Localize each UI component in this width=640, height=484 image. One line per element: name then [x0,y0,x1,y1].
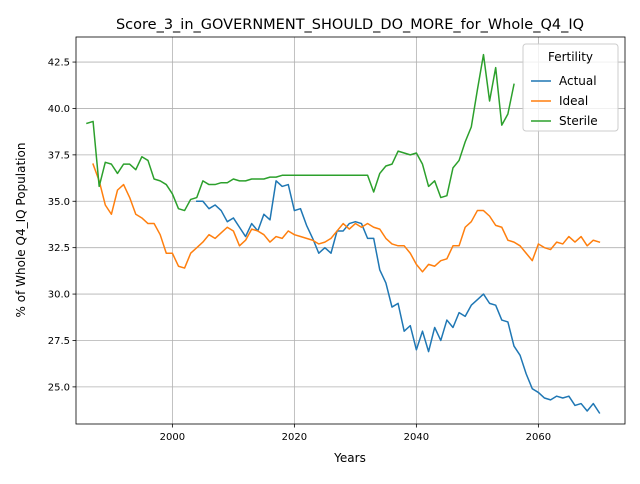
x-tick-label: 2040 [404,432,429,443]
y-axis-label: % of Whole Q4_IQ Population [14,143,28,318]
legend-box [522,43,619,132]
x-tick-label: 2000 [160,432,185,443]
y-tick-label: 30.0 [48,290,70,301]
y-tick-label: 42.5 [48,58,70,69]
legend: Fertility Actual Ideal Sterile [522,43,619,132]
y-tick-label: 25.0 [48,382,70,393]
legend-label-sterile: Sterile [559,114,598,128]
chart-title: Score_3_in_GOVERNMENT_SHOULD_DO_MORE_for… [116,17,584,33]
y-tick-label: 40.0 [48,104,70,115]
y-tick-label: 32.5 [48,243,70,254]
legend-entries: Actual Ideal Sterile [531,74,598,128]
y-tick-label: 27.5 [48,336,70,347]
plot-frame [75,36,626,425]
axis-ticks: 2000 2020 2040 2060 25.0 27.5 30.0 32.5 35.0 37.5… [48,58,551,443]
legend-title: Fertility [548,50,593,64]
y-tick-label: 37.5 [48,150,70,161]
legend-label-ideal: Ideal [559,94,588,108]
legend-label-actual: Actual [559,74,597,88]
x-tick-label: 2020 [282,432,307,443]
y-tick-label: 35.0 [48,197,70,208]
series-line-ideal [92,163,601,273]
x-axis-label: Years [333,451,366,465]
x-tick-label: 2060 [526,432,551,443]
series-line-actual [196,180,601,414]
series-line-sterile [86,53,515,212]
series-lines [86,53,601,414]
